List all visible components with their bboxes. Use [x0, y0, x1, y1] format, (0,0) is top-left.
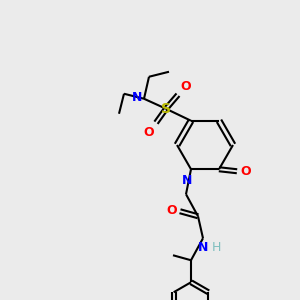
- Text: O: O: [143, 126, 154, 139]
- Text: N: N: [132, 91, 142, 104]
- Text: N: N: [182, 174, 192, 187]
- Text: O: O: [240, 165, 250, 178]
- Text: H: H: [212, 241, 221, 254]
- Text: O: O: [167, 204, 177, 217]
- Text: O: O: [180, 80, 190, 93]
- Text: S: S: [161, 102, 171, 116]
- Text: N: N: [198, 241, 208, 254]
